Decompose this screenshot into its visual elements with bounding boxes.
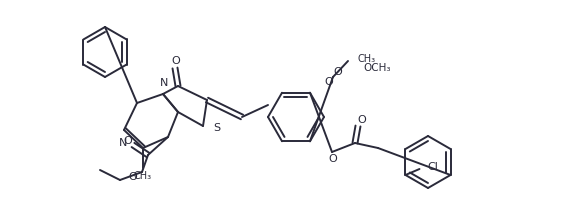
Text: N: N [119, 138, 127, 148]
Text: O: O [324, 77, 333, 87]
Text: S: S [213, 123, 220, 133]
Text: O: O [357, 115, 366, 125]
Text: O: O [334, 67, 342, 77]
Text: CH₃: CH₃ [134, 171, 152, 181]
Text: N: N [160, 78, 168, 88]
Text: CH₃: CH₃ [358, 54, 376, 64]
Text: Cl: Cl [427, 162, 438, 172]
Text: O: O [172, 56, 181, 66]
Text: OCH₃: OCH₃ [363, 63, 390, 73]
Text: O: O [123, 136, 132, 146]
Text: O: O [128, 172, 137, 182]
Text: O: O [329, 154, 337, 164]
